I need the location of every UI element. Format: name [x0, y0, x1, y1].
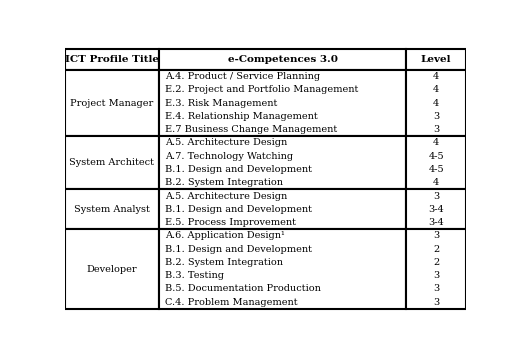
Text: 3-4: 3-4 — [428, 218, 444, 227]
Bar — [65, 189, 159, 229]
Text: Project Manager: Project Manager — [70, 98, 153, 108]
Bar — [65, 136, 159, 189]
Text: 3: 3 — [433, 112, 439, 121]
Text: 4-5: 4-5 — [428, 165, 444, 174]
Bar — [406, 189, 466, 229]
Text: B.3. Testing: B.3. Testing — [165, 271, 224, 280]
Text: 2: 2 — [433, 258, 439, 267]
Bar — [159, 229, 406, 309]
Text: 4-5: 4-5 — [428, 152, 444, 161]
Text: C.4. Problem Management: C.4. Problem Management — [165, 298, 298, 307]
Bar — [406, 70, 466, 136]
Text: 4: 4 — [433, 85, 439, 94]
Text: 2: 2 — [433, 245, 439, 254]
Text: A.5. Architecture Design: A.5. Architecture Design — [165, 138, 287, 147]
Text: 3: 3 — [433, 285, 439, 293]
Text: A.7. Technology Watching: A.7. Technology Watching — [165, 152, 293, 161]
Bar — [159, 70, 406, 136]
Text: B.1. Design and Development: B.1. Design and Development — [165, 165, 312, 174]
Text: 3: 3 — [433, 271, 439, 280]
Bar — [65, 229, 159, 309]
Text: E.5. Process Improvement: E.5. Process Improvement — [165, 218, 296, 227]
Bar — [65, 48, 159, 70]
Text: Level: Level — [421, 55, 451, 64]
Bar — [159, 136, 406, 189]
Text: E.2. Project and Portfolio Management: E.2. Project and Portfolio Management — [165, 85, 358, 94]
Text: 4: 4 — [433, 98, 439, 108]
Text: A.5. Architecture Design: A.5. Architecture Design — [165, 192, 287, 200]
Text: System Analyst: System Analyst — [74, 205, 150, 214]
Bar — [406, 136, 466, 189]
Text: E.4. Relationship Management: E.4. Relationship Management — [165, 112, 318, 121]
Text: A.6. Application Design¹: A.6. Application Design¹ — [165, 232, 285, 240]
Bar — [159, 48, 406, 70]
Bar — [406, 229, 466, 309]
Bar — [159, 189, 406, 229]
Text: System Architect: System Architect — [69, 158, 154, 167]
Text: B.2. System Integration: B.2. System Integration — [165, 258, 283, 267]
Text: 3: 3 — [433, 232, 439, 240]
Text: B.2. System Integration: B.2. System Integration — [165, 178, 283, 187]
Text: 4: 4 — [433, 72, 439, 81]
Text: B.5. Documentation Production: B.5. Documentation Production — [165, 285, 321, 293]
Text: e-Competences 3.0: e-Competences 3.0 — [227, 55, 338, 64]
Text: B.1. Design and Development: B.1. Design and Development — [165, 205, 312, 214]
Text: B.1. Design and Development: B.1. Design and Development — [165, 245, 312, 254]
Text: 4: 4 — [433, 178, 439, 187]
Text: 3: 3 — [433, 298, 439, 307]
Text: E.7 Business Change Management: E.7 Business Change Management — [165, 125, 338, 134]
Text: ICT Profile Title: ICT Profile Title — [65, 55, 159, 64]
Bar — [65, 70, 159, 136]
Text: 4: 4 — [433, 138, 439, 147]
Text: E.3. Risk Management: E.3. Risk Management — [165, 98, 278, 108]
Text: 3: 3 — [433, 192, 439, 200]
Text: Developer: Developer — [87, 264, 137, 274]
Text: 3-4: 3-4 — [428, 205, 444, 214]
Text: A.4. Product / Service Planning: A.4. Product / Service Planning — [165, 72, 321, 81]
Bar — [406, 48, 466, 70]
Text: 3: 3 — [433, 125, 439, 134]
